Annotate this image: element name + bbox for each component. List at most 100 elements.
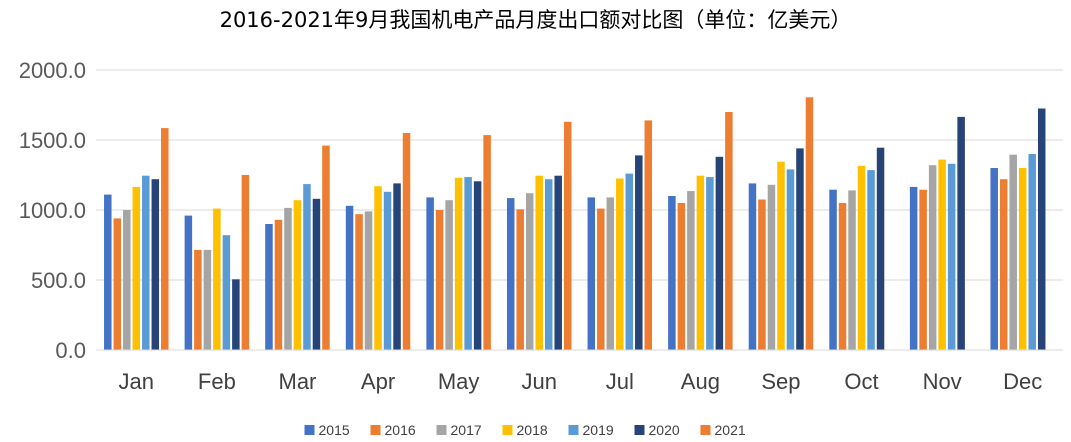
bar-may-2016: [435, 210, 444, 350]
bar-aug-2020: [715, 156, 724, 350]
legend-swatch-2018: [502, 425, 513, 435]
x-tick-label: May: [438, 369, 480, 394]
bar-nov-2015: [909, 186, 918, 350]
bar-jan-2020: [151, 179, 160, 350]
x-tick-label: Oct: [844, 369, 878, 394]
legend-swatch-2021: [700, 425, 711, 435]
x-tick-label: Sep: [761, 369, 800, 394]
bar-apr-2020: [393, 183, 401, 350]
legend-label-2015: 2015: [319, 422, 350, 438]
bars: [104, 97, 1046, 351]
bar-jun-2015: [506, 198, 515, 350]
bar-apr-2021: [402, 133, 411, 350]
x-tick-label: Jun: [521, 369, 556, 394]
bar-dec-2016: [999, 179, 1008, 350]
bar-jun-2017: [525, 193, 534, 350]
legend-swatch-2020: [634, 425, 645, 435]
x-tick-label: Jul: [606, 369, 634, 394]
bar-sep-2020: [796, 148, 804, 350]
bar-oct-2017: [848, 190, 856, 350]
bar-mar-2015: [265, 224, 273, 350]
bar-jan-2015: [104, 194, 112, 350]
bar-nov-2016: [919, 189, 927, 350]
bar-aug-2015: [668, 196, 676, 350]
bar-oct-2016: [838, 203, 847, 350]
bar-jan-2017: [123, 210, 131, 350]
chart-title: 2016-2021年9月我国机电产品月度出口额对比图（单位：亿美元）: [219, 8, 852, 32]
bar-jun-2016: [516, 209, 524, 350]
legend-label-2017: 2017: [451, 422, 482, 438]
y-tick-label: 1500.0: [19, 128, 86, 153]
bar-mar-2019: [303, 184, 311, 350]
bar-sep-2015: [748, 183, 757, 350]
y-tick-label: 500.0: [31, 268, 86, 293]
bar-apr-2019: [383, 191, 392, 350]
bar-jun-2020: [554, 175, 562, 350]
bar-apr-2017: [364, 211, 373, 350]
bar-oct-2019: [867, 170, 875, 350]
bar-sep-2019: [786, 169, 795, 350]
legend-label-2021: 2021: [715, 422, 746, 438]
bar-jun-2018: [535, 175, 543, 350]
legend: 2015 2016 2017 2018 2019 2020 2021: [304, 422, 746, 438]
bar-may-2020: [473, 181, 482, 350]
bar-aug-2021: [725, 112, 733, 350]
legend-swatch-2017: [436, 425, 447, 435]
bar-dec-2017: [1009, 154, 1017, 350]
bar-nov-2017: [928, 165, 937, 350]
bar-nov-2018: [938, 159, 946, 350]
bar-may-2017: [445, 200, 453, 350]
bar-oct-2020: [876, 147, 885, 350]
legend-label-2018: 2018: [517, 422, 548, 438]
bar-mar-2017: [284, 207, 292, 350]
y-tick-label: 1000.0: [19, 198, 86, 223]
bar-feb-2019: [222, 235, 231, 350]
bar-apr-2016: [355, 214, 363, 350]
bar-feb-2018: [213, 208, 221, 350]
bar-jul-2016: [597, 208, 605, 350]
x-tick-label: Nov: [923, 369, 962, 394]
bar-aug-2018: [696, 175, 705, 350]
bar-aug-2017: [687, 191, 695, 350]
bar-feb-2021: [241, 175, 250, 350]
bar-jul-2021: [644, 120, 653, 351]
bar-jan-2018: [132, 186, 141, 350]
bar-oct-2015: [829, 189, 837, 350]
bar-jan-2019: [142, 175, 150, 350]
bar-sep-2021: [805, 97, 814, 350]
legend-swatch-2015: [304, 425, 315, 435]
bar-may-2021: [483, 135, 491, 350]
x-tick-label: Apr: [361, 369, 395, 394]
bar-mar-2021: [322, 145, 330, 350]
bar-dec-2015: [990, 168, 998, 350]
bar-may-2019: [464, 177, 472, 350]
bar-jun-2021: [563, 121, 572, 350]
bar-apr-2018: [374, 186, 382, 350]
bar-feb-2015: [184, 215, 193, 350]
bar-sep-2018: [777, 161, 785, 350]
bar-aug-2019: [706, 177, 714, 350]
bar-feb-2016: [194, 249, 202, 350]
legend-label-2019: 2019: [583, 422, 614, 438]
gridlines: [96, 69, 1063, 281]
bar-jul-2018: [616, 178, 624, 350]
axes: 0.0 500.0 1000.0 1500.0 2000.0 Jan Feb Mar Apr Ma…: [19, 58, 1063, 394]
bar-feb-2017: [203, 249, 212, 350]
bar-jul-2020: [635, 155, 643, 350]
bar-may-2018: [454, 177, 463, 350]
bar-apr-2015: [345, 205, 354, 350]
bar-sep-2017: [767, 184, 776, 350]
bar-jan-2021: [161, 128, 169, 350]
bar-mar-2018: [293, 200, 302, 350]
bar-dec-2019: [1028, 154, 1036, 350]
legend-label-2016: 2016: [385, 422, 416, 438]
bar-aug-2016: [677, 203, 686, 350]
bar-dec-2020: [1037, 108, 1046, 350]
bar-jan-2016: [113, 218, 122, 350]
x-tick-label: Aug: [681, 369, 720, 394]
bar-jul-2017: [606, 197, 615, 350]
bar-dec-2018: [1018, 168, 1027, 350]
x-tick-label: Mar: [279, 369, 317, 394]
